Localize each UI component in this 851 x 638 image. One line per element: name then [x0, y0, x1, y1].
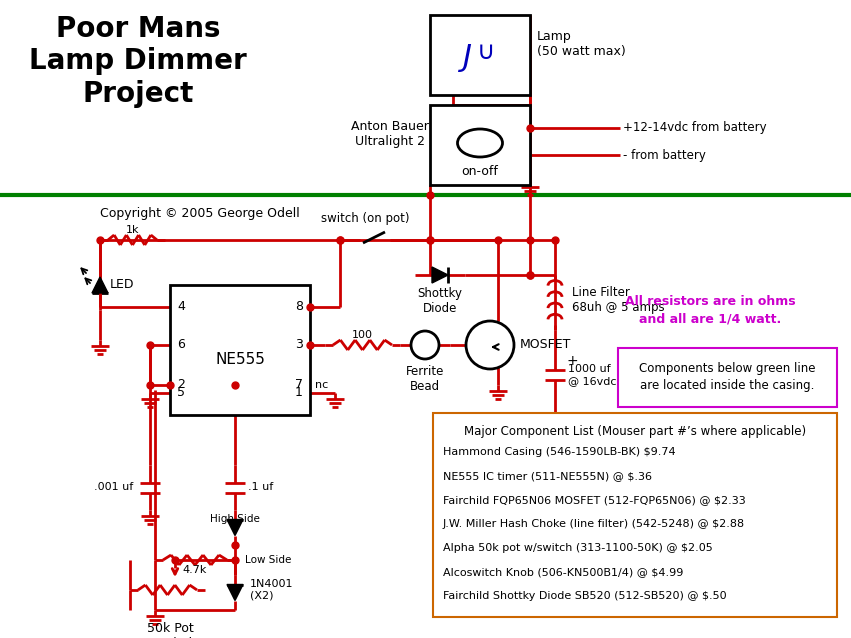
Text: High Side: High Side [210, 514, 260, 524]
Text: 6: 6 [177, 339, 185, 352]
FancyBboxPatch shape [433, 413, 837, 617]
FancyBboxPatch shape [618, 348, 837, 407]
Text: NE555: NE555 [215, 353, 265, 367]
Text: NE555 IC timer (511-NE555N) @ $.36: NE555 IC timer (511-NE555N) @ $.36 [443, 471, 652, 481]
Text: Fairchild Shottky Diode SB520 (512-SB520) @ $.50: Fairchild Shottky Diode SB520 (512-SB520… [443, 591, 727, 601]
Text: ∪: ∪ [477, 40, 495, 64]
Text: Line Filter
68uh @ 5 amps: Line Filter 68uh @ 5 amps [572, 286, 665, 314]
Text: 5: 5 [177, 387, 185, 399]
Text: 2: 2 [177, 378, 185, 392]
Text: 50k Pot
w/switch: 50k Pot w/switch [143, 622, 197, 638]
Text: Ferrite
Bead: Ferrite Bead [406, 365, 444, 393]
Text: 7: 7 [295, 378, 303, 392]
Text: LED: LED [110, 279, 134, 292]
Text: Copyright © 2005 George Odell: Copyright © 2005 George Odell [100, 207, 300, 220]
Text: Components below green line
are located inside the casing.: Components below green line are located … [639, 362, 815, 392]
Polygon shape [227, 519, 243, 535]
Text: 8: 8 [295, 300, 303, 313]
Polygon shape [227, 584, 243, 600]
Text: 4.7k: 4.7k [183, 565, 207, 575]
Text: 1: 1 [295, 387, 303, 399]
Bar [170, 285, 310, 415]
Polygon shape [432, 267, 448, 283]
Text: Anton Bauer
Ultralight 2: Anton Bauer Ultralight 2 [351, 120, 429, 148]
Text: J: J [464, 43, 472, 73]
Text: 3: 3 [295, 339, 303, 352]
Text: .001 uf: .001 uf [94, 482, 133, 492]
Circle shape [411, 331, 439, 359]
Text: J.W. Miller Hash Choke (line filter) (542-5248) @ $2.88: J.W. Miller Hash Choke (line filter) (54… [443, 519, 745, 529]
Text: Major Component List (Mouser part #’s where applicable): Major Component List (Mouser part #’s wh… [464, 425, 806, 438]
Text: Alcoswitch Knob (506-KN500B1/4) @ $4.99: Alcoswitch Knob (506-KN500B1/4) @ $4.99 [443, 567, 683, 577]
Text: switch (on pot): switch (on pot) [321, 212, 409, 225]
Text: 1k: 1k [126, 225, 140, 235]
Ellipse shape [458, 129, 502, 157]
Bar [430, 105, 530, 185]
Text: MOSFET: MOSFET [520, 339, 571, 352]
Text: +12-14vdc from battery: +12-14vdc from battery [623, 121, 767, 135]
Text: +: + [567, 354, 579, 368]
Text: nc: nc [315, 380, 328, 390]
Text: Shottky
Diode: Shottky Diode [418, 287, 462, 315]
Text: All resistors are in ohms
and all are 1/4 watt.: All resistors are in ohms and all are 1/… [625, 295, 796, 326]
Text: Poor Mans
Lamp Dimmer
Project: Poor Mans Lamp Dimmer Project [29, 15, 247, 108]
Text: Hammond Casing (546-1590LB-BK) $9.74: Hammond Casing (546-1590LB-BK) $9.74 [443, 447, 676, 457]
Text: Fairchild FQP65N06 MOSFET (512-FQP65N06) @ $2.33: Fairchild FQP65N06 MOSFET (512-FQP65N06)… [443, 495, 745, 505]
Text: on-off: on-off [461, 165, 499, 178]
Text: 100: 100 [352, 330, 373, 340]
Circle shape [466, 321, 514, 369]
Text: Alpha 50k pot w/switch (313-1100-50K) @ $2.05: Alpha 50k pot w/switch (313-1100-50K) @ … [443, 543, 713, 553]
Text: .1 uf: .1 uf [248, 482, 273, 492]
Text: Lamp
(50 watt max): Lamp (50 watt max) [537, 30, 625, 58]
Bar [430, 15, 530, 95]
Text: 1000 uf
@ 16vdc: 1000 uf @ 16vdc [568, 364, 616, 386]
Text: - from battery: - from battery [623, 149, 705, 161]
Text: Low Side: Low Side [245, 555, 291, 565]
Polygon shape [92, 277, 108, 293]
Text: 4: 4 [177, 300, 185, 313]
Text: 1N4001
(X2): 1N4001 (X2) [250, 579, 294, 601]
